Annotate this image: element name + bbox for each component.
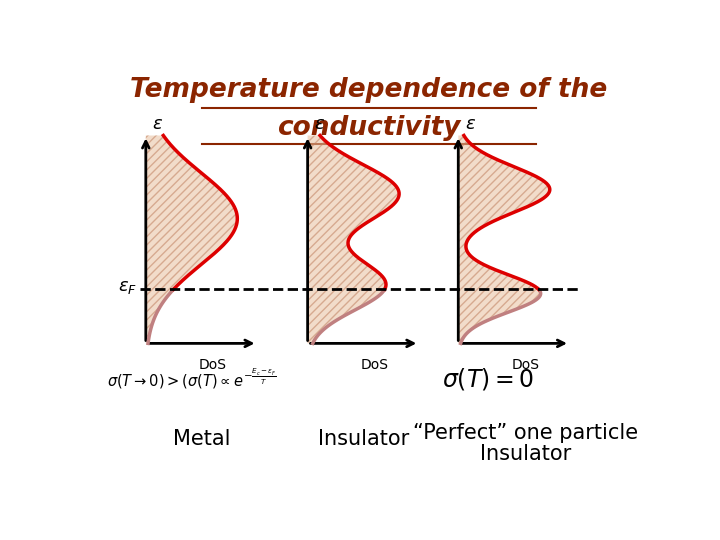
Polygon shape bbox=[459, 289, 541, 343]
Text: $\epsilon$: $\epsilon$ bbox=[465, 116, 476, 133]
Text: DoS: DoS bbox=[361, 358, 389, 372]
Text: Temperature dependence of the: Temperature dependence of the bbox=[130, 77, 608, 103]
Text: $\epsilon_F$: $\epsilon_F$ bbox=[118, 278, 138, 296]
Text: Insulator: Insulator bbox=[318, 429, 409, 449]
Text: Insulator: Insulator bbox=[480, 443, 571, 463]
Text: $\sigma(T) = 0$: $\sigma(T) = 0$ bbox=[441, 366, 534, 392]
Polygon shape bbox=[307, 289, 384, 343]
Text: DoS: DoS bbox=[199, 358, 227, 372]
Polygon shape bbox=[307, 136, 399, 289]
Polygon shape bbox=[459, 136, 550, 289]
Polygon shape bbox=[145, 289, 174, 343]
Text: DoS: DoS bbox=[511, 358, 539, 372]
Text: “Perfect” one particle: “Perfect” one particle bbox=[413, 423, 638, 443]
Text: Metal: Metal bbox=[173, 429, 230, 449]
Text: conductivity: conductivity bbox=[277, 114, 461, 141]
Text: $\sigma(T \rightarrow 0) > (\sigma(T) \propto e^{-\frac{E_c-\epsilon_F}{T}}$: $\sigma(T \rightarrow 0) > (\sigma(T) \p… bbox=[107, 367, 276, 391]
Text: $\epsilon$: $\epsilon$ bbox=[153, 116, 163, 133]
Polygon shape bbox=[145, 136, 238, 289]
Text: $\epsilon$: $\epsilon$ bbox=[315, 116, 325, 133]
